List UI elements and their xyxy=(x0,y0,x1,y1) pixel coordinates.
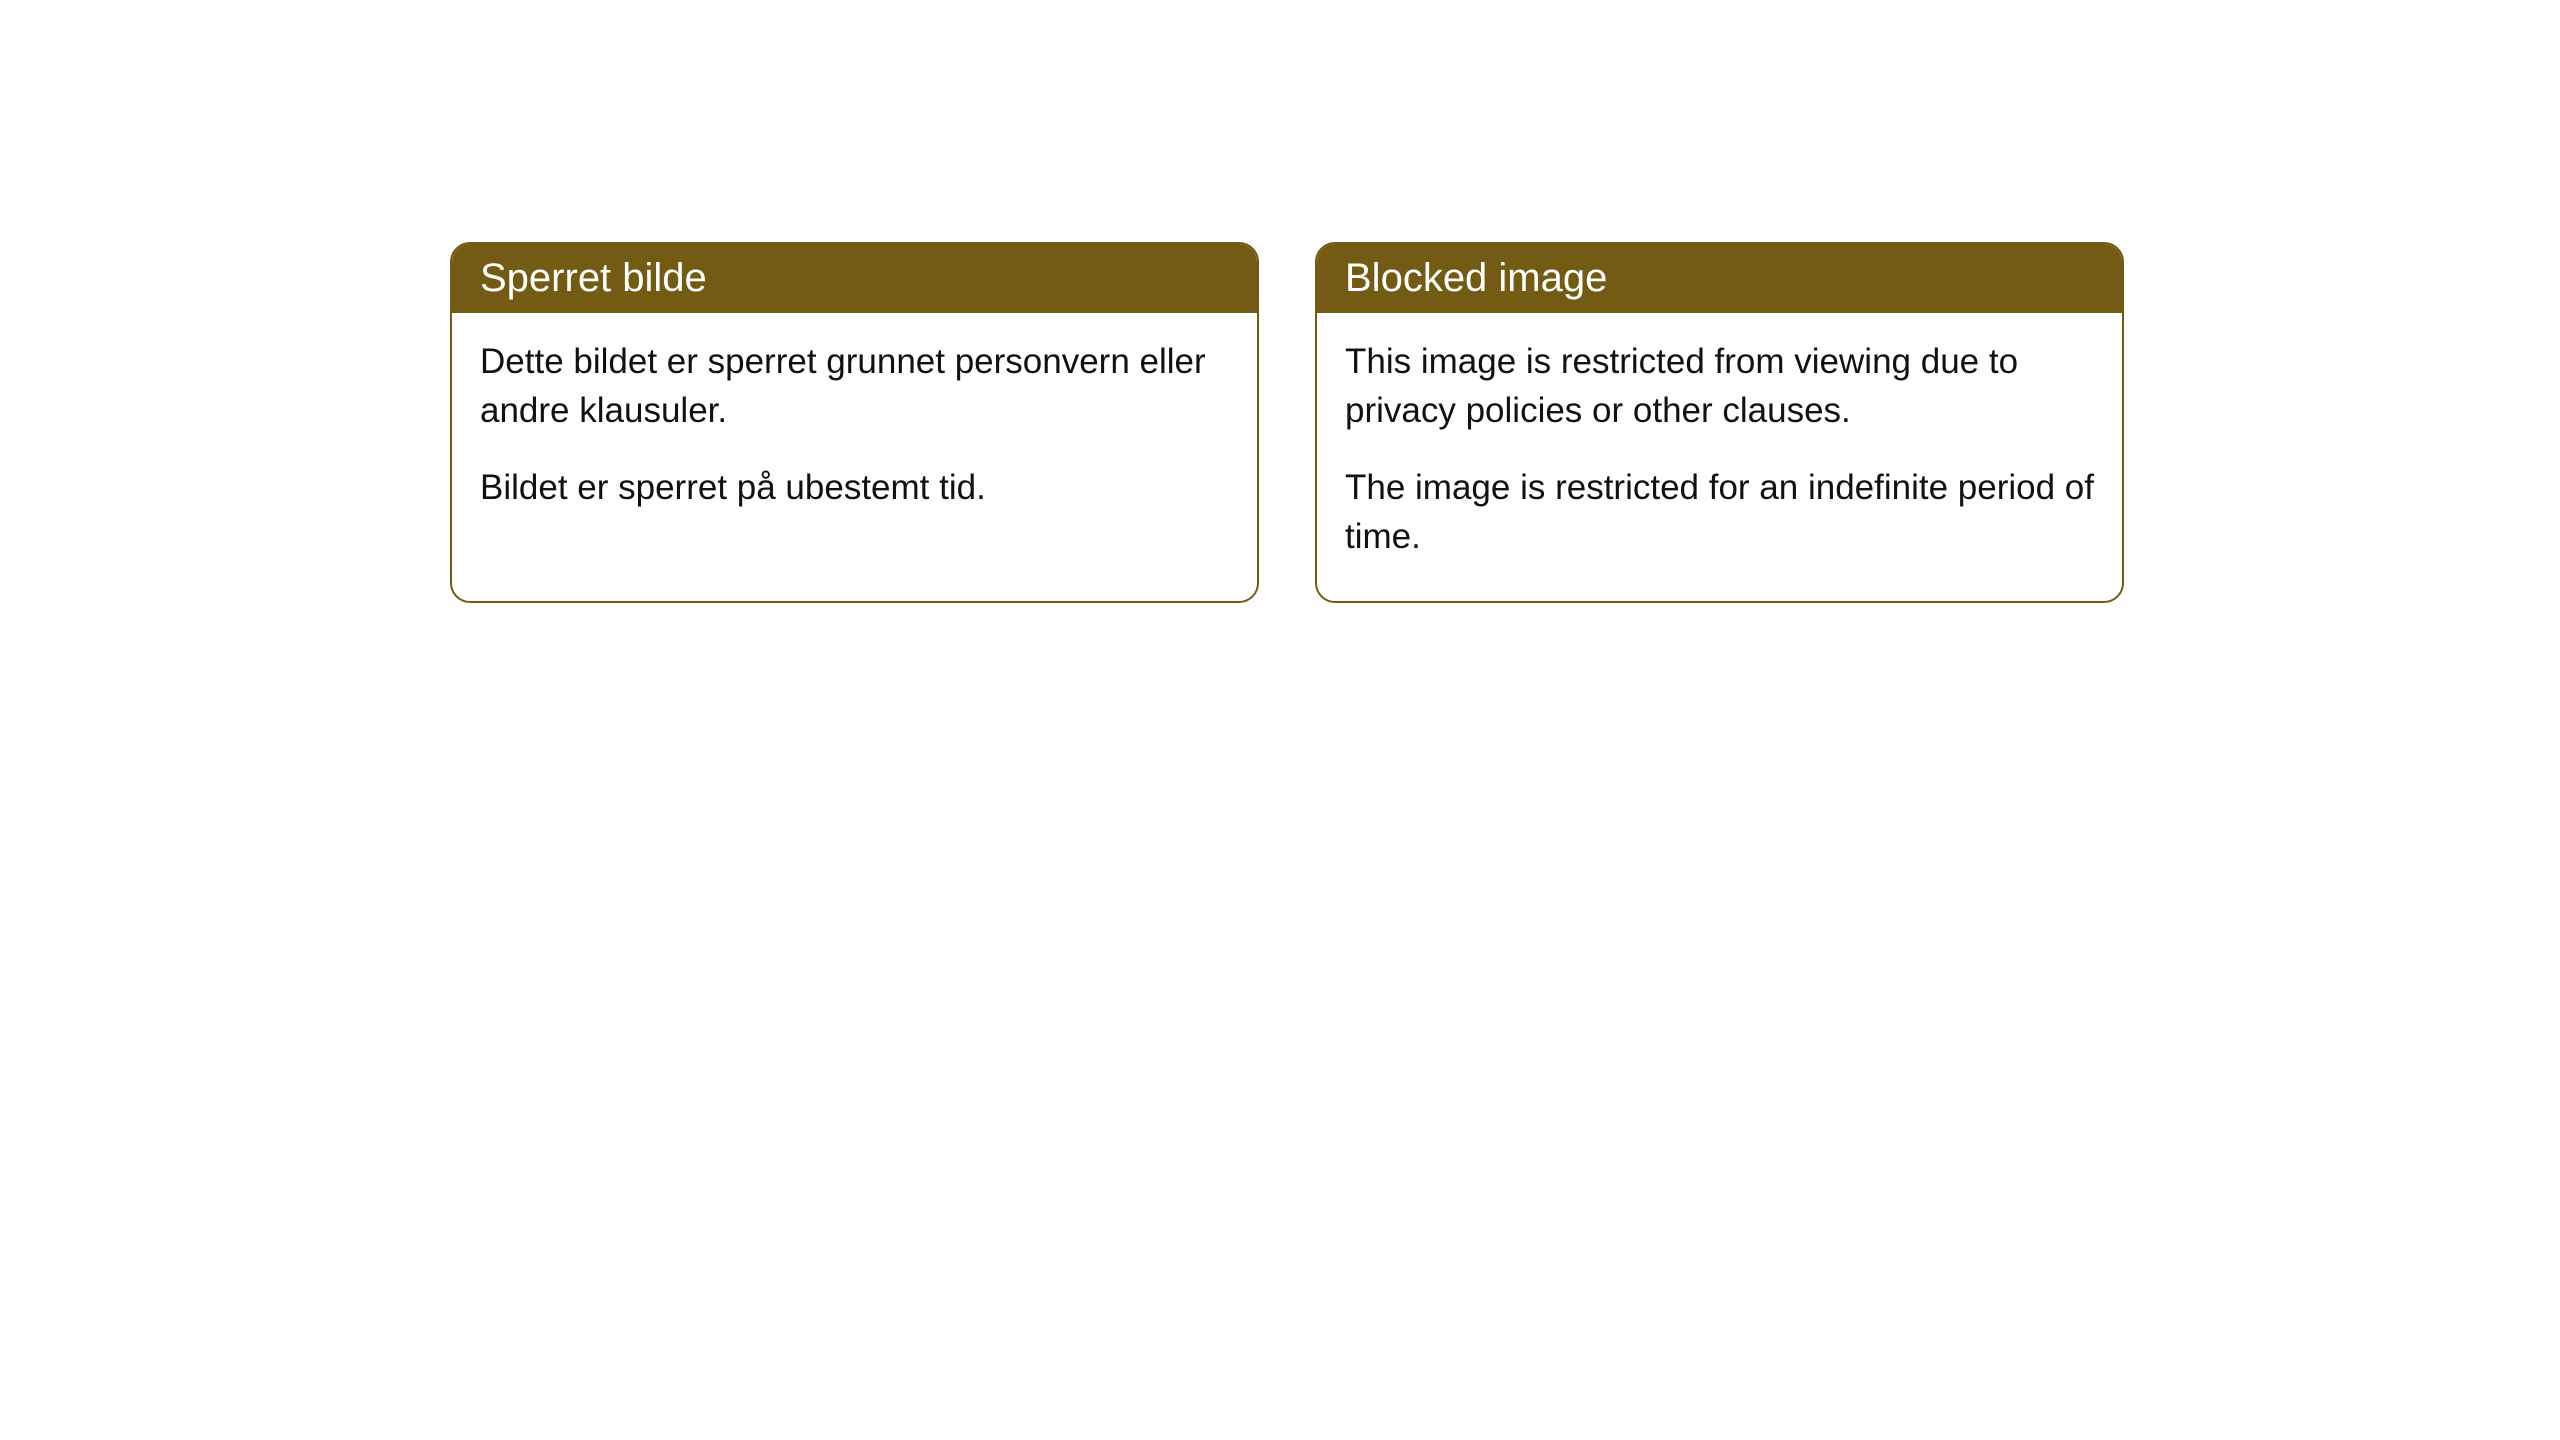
blocked-image-card-english: Blocked image This image is restricted f… xyxy=(1315,242,2124,603)
card-paragraph: This image is restricted from viewing du… xyxy=(1345,337,2094,435)
card-paragraph: The image is restricted for an indefinit… xyxy=(1345,463,2094,561)
card-title: Blocked image xyxy=(1317,244,2122,313)
blocked-image-card-norwegian: Sperret bilde Dette bildet er sperret gr… xyxy=(450,242,1259,603)
card-title: Sperret bilde xyxy=(452,244,1257,313)
card-paragraph: Dette bildet er sperret grunnet personve… xyxy=(480,337,1229,435)
card-body: Dette bildet er sperret grunnet personve… xyxy=(452,313,1257,552)
card-body: This image is restricted from viewing du… xyxy=(1317,313,2122,601)
notice-cards-container: Sperret bilde Dette bildet er sperret gr… xyxy=(0,0,2560,603)
card-paragraph: Bildet er sperret på ubestemt tid. xyxy=(480,463,1229,512)
